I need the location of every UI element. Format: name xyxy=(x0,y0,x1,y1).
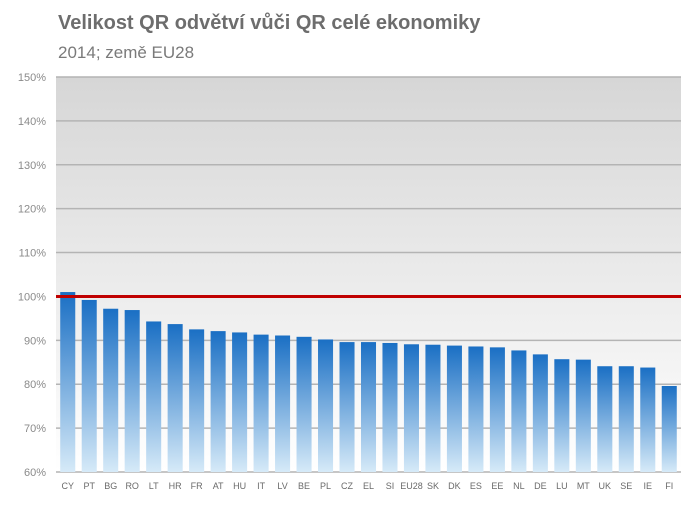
bar-ro xyxy=(124,310,140,472)
x-tick-label: EE xyxy=(491,481,503,491)
x-tick-label: PL xyxy=(320,481,331,491)
y-tick-label: 110% xyxy=(19,248,47,260)
bar-hr xyxy=(167,324,183,472)
bar-el xyxy=(360,342,377,472)
x-tick-label: LV xyxy=(277,481,287,491)
bar-ie xyxy=(640,367,656,472)
x-tick-label: BG xyxy=(104,481,117,491)
x-tick-label: CY xyxy=(61,481,74,491)
bar-fr xyxy=(189,329,205,472)
y-tick-label: 100% xyxy=(18,291,46,303)
bar-uk xyxy=(597,366,613,472)
x-tick-label: LT xyxy=(149,481,159,491)
bar-eu28 xyxy=(403,344,419,472)
bar-sk xyxy=(425,344,441,472)
x-tick-label: NL xyxy=(513,481,525,491)
bar-ee xyxy=(489,347,505,472)
bar-se xyxy=(618,366,634,472)
bar-nl xyxy=(511,350,527,472)
y-axis-ticks: 60% 70% 80% 90% 100% 110% 120% 130% 140% 150% xyxy=(18,72,46,479)
y-tick-label: 150% xyxy=(18,72,46,84)
x-tick-label: PT xyxy=(83,481,95,491)
x-tick-label: FR xyxy=(191,481,203,491)
y-tick-label: 130% xyxy=(18,160,46,172)
chart-subtitle: 2014; země EU28 xyxy=(58,43,195,62)
y-tick-label: 90% xyxy=(24,335,46,347)
bar-lv xyxy=(275,335,291,472)
x-axis-ticks: CY PT BG RO LT HR FR AT HU IT LV BE PL CZ EL SI EU28 SK DK… xyxy=(61,481,673,491)
x-tick-label: MT xyxy=(577,481,590,491)
x-tick-label: IT xyxy=(257,481,266,491)
x-tick-label: LU xyxy=(556,481,568,491)
bar-mt xyxy=(575,359,591,472)
x-tick-label: EL xyxy=(363,481,374,491)
bar-pl xyxy=(318,339,334,472)
bar-es xyxy=(468,346,484,472)
bar-hu xyxy=(232,332,248,472)
x-tick-label: EU28 xyxy=(400,481,423,491)
bar-be xyxy=(296,336,312,472)
chart-title: Velikost QR odvětví vůči QR celé ekonomi… xyxy=(58,12,481,34)
bar-it xyxy=(253,334,269,472)
y-tick-label: 70% xyxy=(24,423,46,435)
x-tick-label: AT xyxy=(213,481,224,491)
bar-lt xyxy=(146,321,162,472)
bar-dk xyxy=(446,345,462,472)
bar-lu xyxy=(554,359,570,472)
bar-cz xyxy=(339,342,355,472)
bar-si xyxy=(382,342,398,472)
bar-fi xyxy=(661,385,677,472)
bars xyxy=(60,292,677,472)
x-tick-label: HR xyxy=(169,481,182,491)
x-tick-label: CZ xyxy=(341,481,353,491)
x-tick-label: ES xyxy=(470,481,482,491)
x-tick-label: DE xyxy=(534,481,547,491)
x-tick-label: HU xyxy=(233,481,246,491)
y-tick-label: 140% xyxy=(18,116,46,128)
x-tick-label: DK xyxy=(448,481,461,491)
x-tick-label: SE xyxy=(620,481,632,491)
x-tick-label: BE xyxy=(298,481,310,491)
bar-cy xyxy=(60,292,76,472)
y-tick-label: 80% xyxy=(24,379,46,391)
x-tick-label: SI xyxy=(386,481,395,491)
x-tick-label: FI xyxy=(665,481,673,491)
bar-bg xyxy=(103,308,119,472)
x-tick-label: RO xyxy=(125,481,139,491)
bar-at xyxy=(210,331,226,472)
x-tick-label: IE xyxy=(644,481,653,491)
y-tick-label: 60% xyxy=(24,467,46,479)
bar-pt xyxy=(81,299,97,472)
bar-de xyxy=(532,354,548,472)
x-tick-label: SK xyxy=(427,481,439,491)
y-tick-label: 120% xyxy=(18,204,46,216)
x-tick-label: UK xyxy=(599,481,612,491)
